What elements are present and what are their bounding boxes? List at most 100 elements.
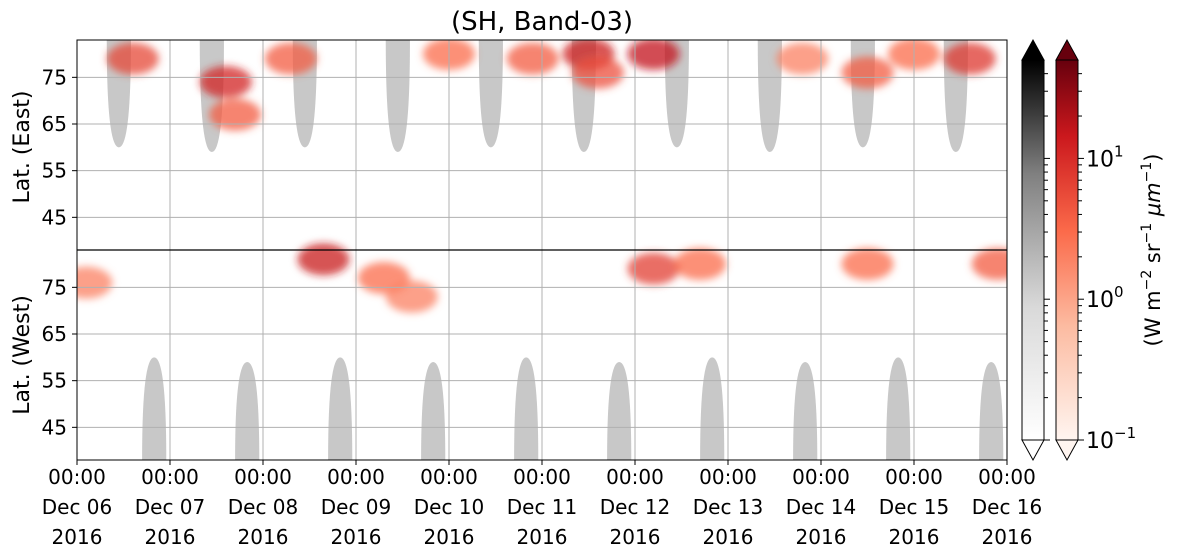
x-tick-year-4: 2016 — [424, 525, 475, 549]
emission-patch-13 — [627, 252, 680, 285]
colorbar-label-mid1: sr — [1141, 243, 1165, 270]
y-tick-label-east-1: 55 — [42, 159, 67, 183]
colorbar-tick-label-0: 101 — [1086, 142, 1124, 172]
colorbar-label-exp1: −2 — [1139, 270, 1155, 291]
emission-patch-9 — [506, 42, 559, 75]
y-tick-label-west-3: 45 — [42, 415, 67, 439]
x-tick-date-5: Dec 11 — [507, 495, 578, 519]
sunlit-region-west-3 — [421, 362, 446, 460]
emission-patch-20 — [971, 248, 1007, 280]
x-tick-label-3: 00:00 Dec 09 2016 — [321, 465, 392, 549]
x-tick-year-5: 2016 — [517, 525, 568, 549]
colorbar-tick-label-2: 10−1 — [1086, 424, 1136, 454]
emission-patch-14 — [674, 248, 727, 280]
colorbar-label-mid2: μm — [1141, 182, 1165, 223]
x-tick-label-8: 00:00 Dec 14 2016 — [786, 465, 857, 549]
x-tick-label-5: 00:00 Dec 11 2016 — [507, 465, 578, 549]
x-tick-date-7: Dec 13 — [693, 495, 764, 519]
sunlit-region-west-7 — [793, 362, 818, 460]
x-tick-time-10: 00:00 — [978, 465, 1036, 489]
colorbar-gray-fill — [1021, 59, 1045, 441]
colorbar-label-exp3: −1 — [1139, 162, 1155, 183]
emission-patch-5 — [297, 243, 350, 276]
colorbar-label: (W m−2 sr−1 μm−1) — [1139, 154, 1165, 347]
x-tick-time-5: 00:00 — [513, 465, 571, 489]
colorbar-tick-label-1: 100 — [1086, 283, 1124, 313]
sunlit-region-west-4 — [514, 357, 539, 460]
colorbar-gray — [1021, 38, 1045, 462]
colorbar-reds-extend-max — [1055, 38, 1079, 61]
x-tick-year-10: 2016 — [982, 525, 1033, 549]
x-tick-date-4: Dec 10 — [414, 495, 485, 519]
emission-patch-0 — [106, 42, 159, 75]
emission-patches — [77, 40, 1007, 313]
colorbar-label-prefix: (W m — [1141, 290, 1165, 346]
x-tick-label-0: 00:00 Dec 06 2016 — [42, 465, 113, 549]
emission-patch-4 — [264, 42, 317, 75]
y-axis-label-west: Lat. (West) — [10, 295, 35, 415]
x-tick-time-7: 00:00 — [699, 465, 757, 489]
y-tick-label-east-3: 75 — [42, 65, 67, 89]
x-tick-date-9: Dec 15 — [879, 495, 950, 519]
sunlit-region-west-9 — [979, 362, 1004, 460]
emission-patch-11 — [571, 56, 624, 89]
x-tick-labels: 00:00 Dec 06 2016 00:00 Dec 07 2016 00:00 Dec 0… — [42, 460, 1043, 549]
plot-area — [76, 39, 1008, 461]
x-tick-date-8: Dec 14 — [786, 495, 857, 519]
colorbar-gray-extend-max — [1021, 38, 1045, 61]
y-tick-label-east-0: 45 — [42, 205, 67, 229]
y-tick-label-west-2: 55 — [42, 369, 67, 393]
x-tick-year-1: 2016 — [145, 525, 196, 549]
y-tick-label-west-1: 65 — [42, 322, 67, 346]
emission-patch-12 — [627, 40, 680, 70]
x-tick-date-3: Dec 09 — [321, 495, 392, 519]
x-tick-label-7: 00:00 Dec 13 2016 — [693, 465, 764, 549]
x-tick-year-3: 2016 — [331, 525, 382, 549]
x-tick-year-7: 2016 — [703, 525, 754, 549]
emission-patch-15 — [776, 42, 829, 75]
x-tick-label-2: 00:00 Dec 08 2016 — [228, 465, 299, 549]
x-tick-label-9: 00:00 Dec 15 2016 — [879, 465, 950, 549]
sunlit-region-west-1 — [235, 362, 260, 460]
x-tick-label-10: 00:00 Dec 16 2016 — [972, 465, 1043, 549]
sunlit-region-west-0 — [142, 357, 167, 460]
x-tick-time-4: 00:00 — [420, 465, 478, 489]
colorbar-label-suffix: ) — [1141, 154, 1165, 162]
colorbar-tick-base-2: 10 — [1086, 429, 1114, 454]
x-tick-time-3: 00:00 — [327, 465, 385, 489]
x-tick-time-8: 00:00 — [792, 465, 850, 489]
x-tick-label-4: 00:00 Dec 10 2016 — [414, 465, 485, 549]
sunlit-region-east-4 — [478, 40, 503, 148]
colorbar-tick-exp-0: 1 — [1114, 142, 1124, 160]
emission-patch-3 — [209, 98, 262, 131]
x-tick-date-0: Dec 06 — [42, 495, 113, 519]
x-tick-year-2: 2016 — [238, 525, 289, 549]
chart-title: (SH, Band-03) — [451, 7, 633, 37]
emission-patch-17 — [841, 248, 894, 280]
x-tick-label-1: 00:00 Dec 07 2016 — [135, 465, 206, 549]
emission-patch-1 — [77, 266, 113, 299]
emission-patch-7 — [385, 280, 438, 313]
x-tick-year-8: 2016 — [796, 525, 847, 549]
x-tick-time-6: 00:00 — [606, 465, 664, 489]
sunlit-region-west-2 — [328, 357, 353, 460]
x-tick-date-10: Dec 16 — [972, 495, 1043, 519]
colorbar-tick-base-0: 10 — [1086, 147, 1114, 172]
y-axis-label-east: Lat. (East) — [10, 91, 35, 204]
x-tick-date-2: Dec 08 — [228, 495, 299, 519]
colorbar-reds — [1055, 38, 1079, 462]
x-tick-year-9: 2016 — [889, 525, 940, 549]
emission-patch-16 — [841, 56, 894, 89]
x-tick-year-0: 2016 — [52, 525, 103, 549]
colorbar-tick-exp-2: −1 — [1114, 424, 1136, 442]
sunlit-region-west-8 — [886, 357, 911, 460]
x-tick-year-6: 2016 — [610, 525, 661, 549]
colorbar-reds-extend-min — [1055, 439, 1079, 462]
y-tick-label-east-2: 65 — [42, 112, 67, 136]
y-tick-label-west-0: 75 — [42, 275, 67, 299]
colorbar-tick-base-1: 10 — [1086, 288, 1114, 313]
emission-patch-19 — [943, 42, 996, 75]
colorbar-label-exp2: −1 — [1139, 223, 1155, 244]
